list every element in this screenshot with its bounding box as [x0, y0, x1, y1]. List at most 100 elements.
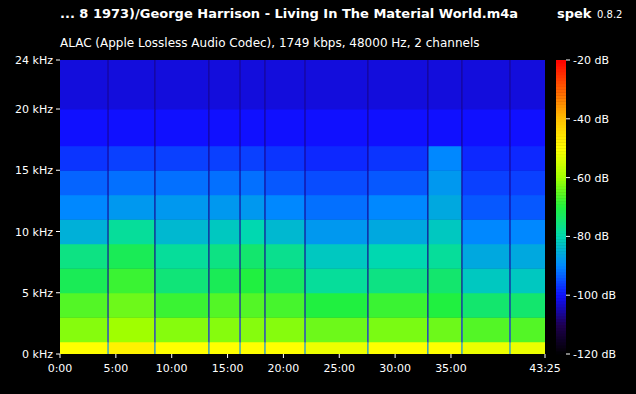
colorbar-step — [556, 333, 566, 336]
cell — [156, 60, 209, 110]
cell — [266, 219, 305, 244]
colorbar-step — [556, 175, 566, 178]
cell — [109, 60, 155, 110]
y-tick — [56, 109, 60, 110]
x-tick — [450, 354, 451, 358]
cells — [60, 60, 545, 354]
colorbar-step — [556, 104, 566, 107]
cell — [266, 268, 305, 293]
cell — [428, 170, 461, 195]
colorbar-step — [556, 69, 566, 72]
colorbar-step — [556, 110, 566, 113]
cell — [511, 195, 545, 220]
colorbar-step — [556, 289, 566, 292]
y-tick-label: 20 kHz — [15, 103, 53, 116]
cell — [428, 60, 461, 110]
y-tick — [56, 354, 60, 355]
cell — [210, 146, 240, 171]
app-version: 0.8.2 — [597, 9, 622, 20]
colorbar-step — [556, 204, 566, 207]
cell — [60, 317, 108, 342]
colorbar-step — [556, 195, 566, 198]
colorbar-tick-label: -20 dB — [573, 54, 609, 67]
cell — [369, 219, 428, 244]
cell — [511, 219, 545, 244]
colorbar-step — [556, 142, 566, 145]
colorbar-step — [556, 239, 566, 242]
cell — [210, 293, 240, 318]
y-tick-label: 10 kHz — [15, 226, 53, 239]
cell — [241, 60, 265, 110]
cell — [156, 195, 209, 220]
colorbar-step — [556, 107, 566, 110]
cell — [511, 293, 545, 318]
colorbar-step — [556, 154, 566, 157]
cell — [241, 293, 265, 318]
cell — [109, 244, 155, 269]
cell — [210, 244, 240, 269]
cell — [306, 195, 368, 220]
cell — [109, 195, 155, 220]
x-tick-label: 43:25 — [529, 362, 561, 375]
colorbar-step — [556, 251, 566, 254]
x-tick-label: 15:00 — [212, 362, 244, 375]
cell — [241, 342, 265, 354]
y-tick — [56, 231, 60, 232]
cell — [241, 268, 265, 293]
cell — [109, 317, 155, 342]
cell — [156, 219, 209, 244]
colorbar-step — [556, 207, 566, 210]
colorbar-step — [556, 172, 566, 175]
x-tick-label: 0:00 — [48, 362, 73, 375]
y-tick-label: 0 kHz — [22, 348, 53, 361]
colorbar-step — [556, 222, 566, 225]
cell — [109, 293, 155, 318]
cell — [266, 60, 305, 110]
colorbar-step — [556, 228, 566, 231]
cell — [428, 244, 461, 269]
colorbar-step — [556, 342, 566, 345]
cell — [511, 244, 545, 269]
x-tick — [60, 354, 61, 358]
colorbar-tick — [566, 295, 570, 296]
cell — [463, 109, 510, 146]
cell — [511, 317, 545, 342]
colorbar-tick — [566, 118, 570, 119]
cell — [511, 146, 545, 171]
cell — [306, 219, 368, 244]
colorbar-step — [556, 301, 566, 304]
colorbar-step — [556, 101, 566, 104]
cell — [428, 317, 461, 342]
colorbar-tick — [566, 354, 570, 355]
colorbar-step — [556, 257, 566, 260]
cell — [306, 146, 368, 171]
cell — [266, 293, 305, 318]
colorbar-step — [556, 319, 566, 322]
cell — [463, 219, 510, 244]
cell — [156, 293, 209, 318]
colorbar-step — [556, 236, 566, 239]
cell — [266, 317, 305, 342]
cell — [463, 244, 510, 269]
colorbar-step — [556, 72, 566, 75]
colorbar-step — [556, 219, 566, 222]
colorbar-step — [556, 351, 566, 354]
cell — [428, 293, 461, 318]
cell — [241, 170, 265, 195]
colorbar-step — [556, 310, 566, 313]
colorbar-step — [556, 89, 566, 92]
cell — [109, 219, 155, 244]
cell — [210, 219, 240, 244]
colorbar-step — [556, 81, 566, 84]
colorbar-step — [556, 125, 566, 128]
cell — [210, 195, 240, 220]
title: ... 8 1973)/George Harrison - Living In … — [60, 6, 518, 21]
colorbar — [556, 60, 566, 355]
cell — [156, 342, 209, 354]
cell — [369, 195, 428, 220]
colorbar-step — [556, 66, 566, 69]
colorbar-step — [556, 201, 566, 204]
cell — [369, 244, 428, 269]
cell — [306, 170, 368, 195]
cell — [156, 146, 209, 171]
